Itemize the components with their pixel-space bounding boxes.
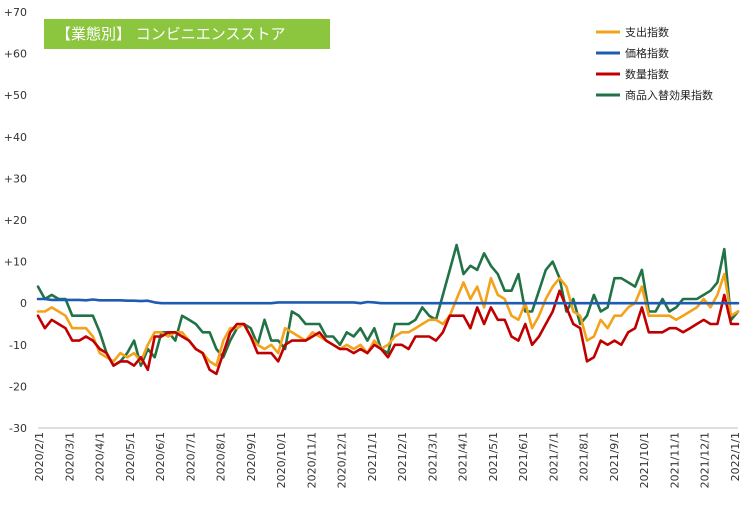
x-tick-label: 2020/11/1 xyxy=(305,432,318,488)
y-tick-label: -10 xyxy=(9,339,27,352)
x-tick-label: 2021/11/1 xyxy=(668,432,681,488)
legend-label: 商品入替効果指数 xyxy=(625,88,713,102)
x-tick-label: 2021/6/1 xyxy=(517,432,530,481)
series-layer xyxy=(36,243,740,376)
x-tick-label: 2022/1/1 xyxy=(729,432,742,481)
chart-title: 【業態別】 コンビニエンスストア xyxy=(56,25,285,43)
y-tick-label: +60 xyxy=(4,48,27,61)
series-line-3 xyxy=(36,243,740,367)
x-tick-label: 2021/3/1 xyxy=(426,432,439,481)
legend-label: 価格指数 xyxy=(625,46,669,60)
x-tick-label: 2021/4/1 xyxy=(457,432,470,481)
y-tick-label: 0 xyxy=(20,297,27,310)
y-tick-label: +50 xyxy=(4,89,27,102)
x-tick-label: 2020/3/1 xyxy=(63,432,76,481)
y-tick-label: +70 xyxy=(4,6,27,19)
x-tick-label: 2021/7/1 xyxy=(547,432,560,481)
x-tick-label: 2020/7/1 xyxy=(184,432,197,481)
x-tick-label: 2021/9/1 xyxy=(608,432,621,481)
series-line-1 xyxy=(36,297,740,305)
y-axis: +70 +60 +50 +40 +30 +20 +10 0 -10 -20 -30 xyxy=(4,6,27,435)
y-tick-label: +20 xyxy=(4,214,27,227)
x-tick-label: 2021/8/1 xyxy=(578,432,591,481)
y-tick-label: -30 xyxy=(9,422,27,435)
x-tick-label: 2020/8/1 xyxy=(215,432,228,481)
y-tick-label: +30 xyxy=(4,172,27,185)
x-tick-label: 2020/9/1 xyxy=(245,432,258,481)
x-tick-label: 2020/6/1 xyxy=(154,432,167,481)
legend-label: 数量指数 xyxy=(625,67,669,81)
x-tick-label: 2020/12/1 xyxy=(336,432,349,488)
legend-label: 支出指数 xyxy=(625,25,669,39)
x-tick-label: 2021/2/1 xyxy=(396,432,409,481)
x-tick-label: 2021/10/1 xyxy=(638,432,651,488)
chart-title-background xyxy=(44,19,330,49)
x-tick-label: 2021/5/1 xyxy=(487,432,500,481)
x-tick-label: 2020/10/1 xyxy=(275,432,288,488)
x-tick-label: 2020/4/1 xyxy=(94,432,107,481)
x-axis: 2020/2/1 2020/3/1 2020/4/1 2020/5/1 2020/6/1… xyxy=(33,427,742,488)
y-tick-label: +10 xyxy=(4,256,27,269)
y-tick-label: +40 xyxy=(4,131,27,144)
chart-title-box: 【業態別】 コンビニエンスストア xyxy=(44,19,330,49)
series-line-0 xyxy=(36,272,740,367)
x-tick-label: 2020/2/1 xyxy=(33,432,46,481)
y-tick-label: -20 xyxy=(9,380,27,393)
x-tick-label: 2020/5/1 xyxy=(124,432,137,481)
series-line-2 xyxy=(36,289,740,376)
x-tick-label: 2021/12/1 xyxy=(699,432,712,488)
x-tick-label: 2021/1/1 xyxy=(366,432,379,481)
